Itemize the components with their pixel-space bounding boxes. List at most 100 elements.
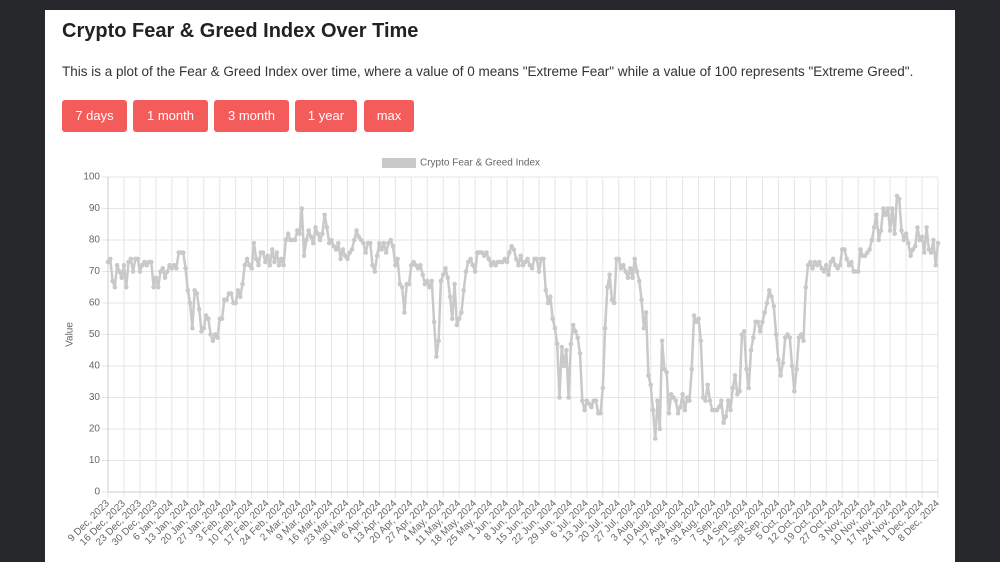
data-point (529, 266, 535, 271)
data-point (456, 316, 462, 322)
data-point (110, 278, 115, 284)
data-point (842, 247, 847, 252)
data-point (922, 250, 927, 255)
data-point (445, 275, 451, 281)
data-point (440, 272, 446, 277)
data-point (333, 247, 339, 252)
data-point (623, 269, 628, 274)
data-point (643, 310, 649, 315)
data-point (504, 259, 510, 265)
data-point (883, 212, 888, 218)
data-point (908, 253, 913, 259)
data-point (190, 325, 195, 331)
data-point (728, 407, 733, 413)
data-point (719, 398, 724, 403)
y-tick-label: 60 (89, 298, 101, 309)
data-point (611, 300, 617, 306)
data-point (240, 281, 245, 287)
data-point (424, 278, 430, 284)
data-point (794, 366, 799, 372)
range-button[interactable]: max (364, 100, 414, 132)
data-point (242, 262, 248, 268)
data-point (253, 256, 259, 262)
data-point (272, 259, 277, 265)
data-point (867, 247, 872, 252)
y-tick-label: 70 (89, 266, 101, 277)
data-point (757, 329, 763, 334)
range-button[interactable]: 7 days (62, 100, 127, 132)
data-point (657, 426, 663, 432)
data-point (367, 240, 373, 246)
data-point (776, 357, 781, 362)
description: This is a plot of the Fear & Greed Index… (62, 64, 914, 79)
data-point (766, 288, 772, 293)
data-point (402, 310, 407, 315)
data-point (837, 262, 843, 268)
data-point (746, 385, 752, 391)
data-point (666, 410, 672, 416)
data-point (119, 275, 124, 281)
data-point (906, 240, 911, 246)
data-point (338, 256, 343, 262)
data-point (801, 338, 806, 344)
data-point (420, 272, 425, 277)
data-point (155, 284, 161, 290)
data-point (459, 310, 464, 315)
data-point (349, 247, 355, 252)
data-point (185, 288, 191, 293)
y-tick-label: 30 (89, 392, 101, 403)
range-button[interactable]: 1 year (295, 100, 357, 132)
data-point (810, 266, 815, 271)
data-point (764, 300, 770, 306)
data-point (878, 228, 884, 233)
data-point (890, 206, 895, 211)
data-point (915, 225, 920, 230)
data-point (315, 231, 321, 236)
data-point (418, 262, 423, 268)
data-point (703, 398, 708, 403)
data-point (121, 262, 127, 268)
data-point (570, 322, 576, 328)
data-point (399, 284, 405, 290)
data-point (896, 196, 902, 202)
y-tick-label: 80 (89, 235, 101, 246)
data-point (557, 395, 562, 400)
data-point (748, 347, 754, 353)
data-point (447, 294, 453, 299)
data-point (310, 240, 316, 246)
data-point (737, 388, 742, 394)
data-point (381, 240, 387, 246)
data-point (427, 284, 432, 290)
data-point (760, 319, 765, 325)
data-point (899, 228, 904, 233)
data-point (283, 237, 289, 243)
data-point (769, 294, 774, 299)
data-point (876, 237, 882, 243)
data-point (329, 237, 334, 243)
data-point (678, 404, 683, 410)
data-point (390, 244, 396, 249)
data-point (313, 225, 318, 230)
data-point (844, 256, 850, 262)
data-point (292, 237, 298, 243)
data-point (605, 284, 610, 290)
data-point (233, 300, 238, 306)
data-point (823, 262, 829, 268)
data-point (379, 247, 384, 252)
data-point (751, 335, 756, 340)
data-point (511, 247, 517, 252)
data-point (228, 291, 234, 296)
data-point (924, 225, 929, 230)
range-button[interactable]: 1 month (133, 100, 208, 132)
data-point (308, 234, 314, 240)
data-point (196, 307, 202, 312)
data-point (452, 281, 457, 287)
data-point (164, 269, 170, 274)
data-point (933, 262, 939, 268)
data-point (297, 231, 302, 236)
range-button[interactable]: 3 month (214, 100, 289, 132)
data-point (919, 234, 925, 240)
data-point (174, 266, 179, 271)
